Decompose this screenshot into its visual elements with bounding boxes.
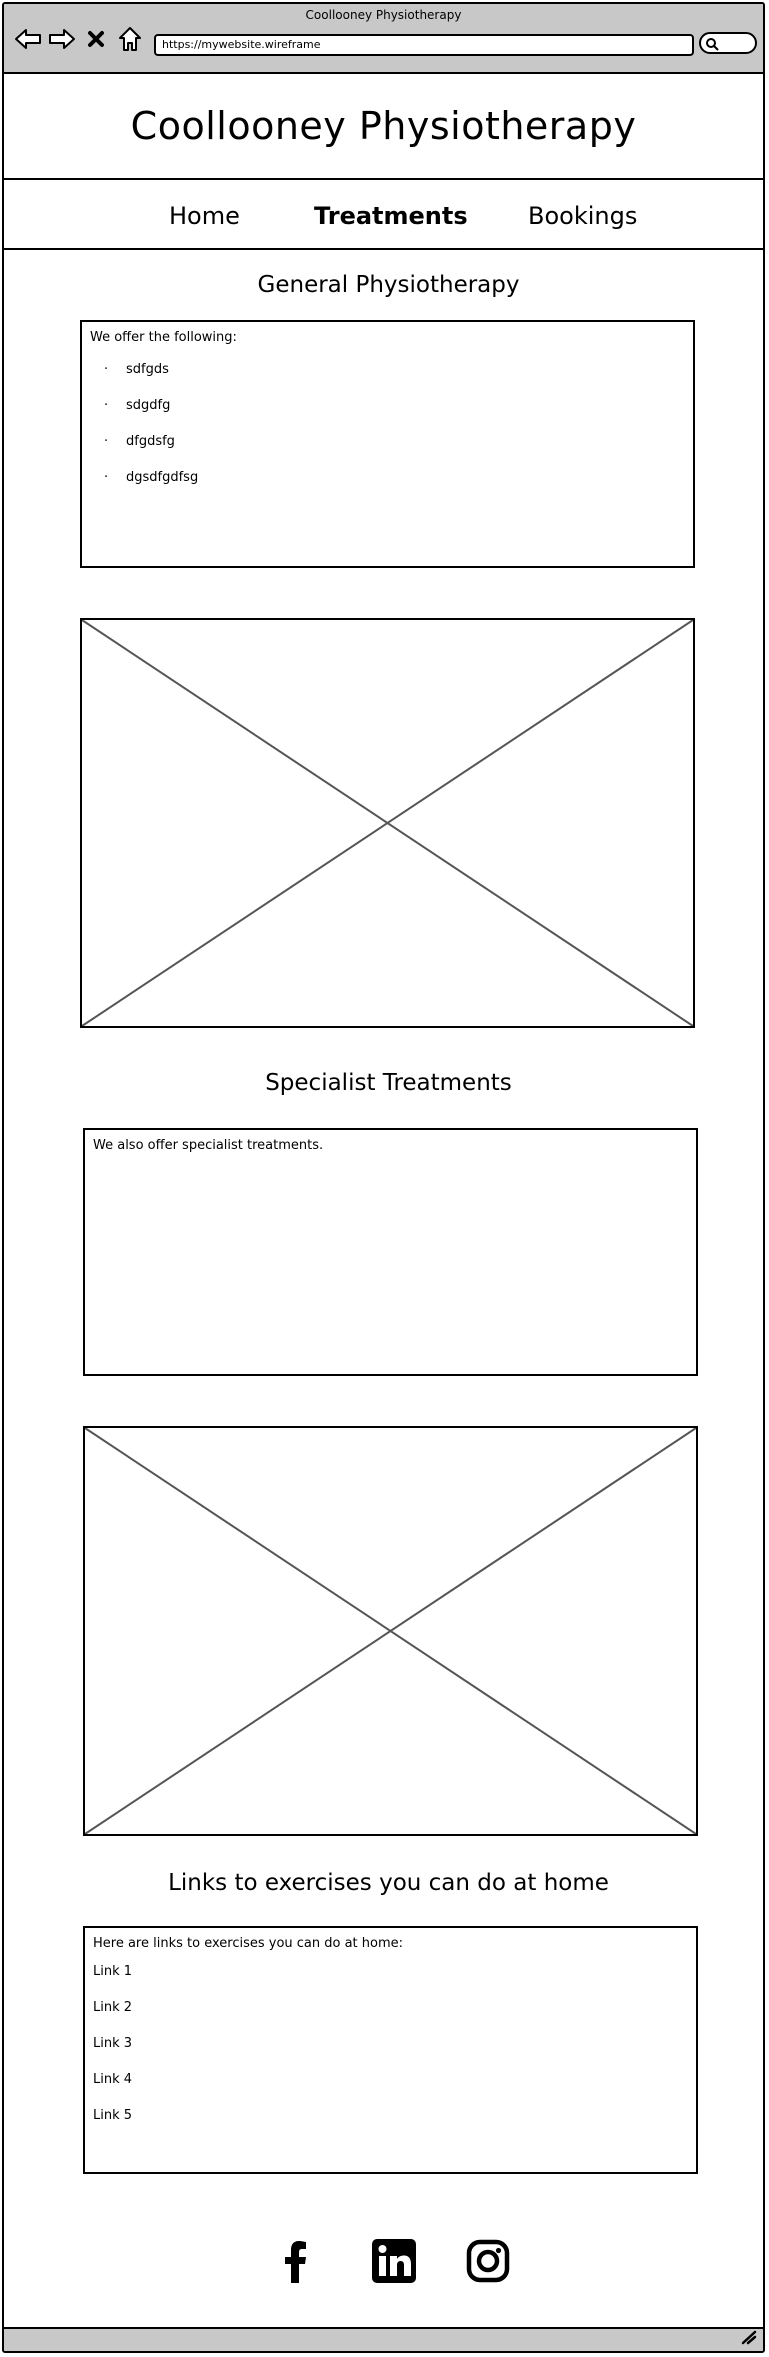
instagram-icon[interactable] xyxy=(464,2237,512,2285)
specialist-intro: We also offer specialist treatments. xyxy=(93,1138,324,1153)
home-icon[interactable] xyxy=(116,25,144,53)
exercises-text-box: Here are links to exercises you can do a… xyxy=(83,1926,698,2174)
exercise-link-3[interactable]: Link 3 xyxy=(93,2036,133,2051)
list-item: sdgdfg xyxy=(104,393,685,429)
general-heading: General Physiotherapy xyxy=(257,272,520,298)
general-text-box: We offer the following: sdfgds sdgdfg df… xyxy=(80,320,695,568)
exercise-link-1[interactable]: Link 1 xyxy=(93,1964,133,1979)
browser-status-bar xyxy=(4,2327,763,2351)
specialist-heading: Specialist Treatments xyxy=(265,1070,512,1096)
search-icon xyxy=(706,38,719,51)
close-icon[interactable] xyxy=(82,25,110,53)
nav-item-home[interactable]: Home xyxy=(169,202,240,230)
url-input[interactable]: https://mywebsite.wireframe xyxy=(154,34,694,56)
specialist-text-box: We also offer specialist treatments. xyxy=(83,1128,698,1376)
exercise-link-2[interactable]: Link 2 xyxy=(93,2000,133,2015)
main-nav: Home Treatments Bookings xyxy=(4,202,763,236)
nav-divider xyxy=(4,248,763,250)
browser-nav-buttons xyxy=(14,24,144,54)
general-intro: We offer the following: xyxy=(90,330,237,345)
nav-item-treatments[interactable]: Treatments xyxy=(314,202,468,230)
site-title: Coollooney Physiotherapy xyxy=(130,104,637,148)
exercises-heading: Links to exercises you can do at home xyxy=(168,1870,609,1896)
exercise-link-4[interactable]: Link 4 xyxy=(93,2072,133,2087)
facebook-icon[interactable] xyxy=(272,2237,320,2285)
list-item: dgsdfgdfsg xyxy=(104,465,685,501)
social-links xyxy=(4,2237,763,2287)
list-item: dfgdsfg xyxy=(104,429,685,465)
image-placeholder xyxy=(83,1426,698,1836)
header-divider xyxy=(4,178,763,180)
exercise-link-5[interactable]: Link 5 xyxy=(93,2108,133,2123)
resize-grip-icon[interactable] xyxy=(739,2329,757,2349)
back-icon[interactable] xyxy=(14,25,42,53)
browser-toolbar: Coollooney Physiotherapy https://mywebsi… xyxy=(4,4,763,74)
browser-search-button[interactable] xyxy=(699,32,757,54)
image-placeholder xyxy=(80,618,695,1028)
general-list: sdfgds sdgdfg dfgdsfg dgsdfgdfsg xyxy=(90,357,685,501)
forward-icon[interactable] xyxy=(48,25,76,53)
exercises-intro: Here are links to exercises you can do a… xyxy=(93,1936,404,1951)
list-item: sdfgds xyxy=(104,357,685,393)
nav-item-bookings[interactable]: Bookings xyxy=(528,202,638,230)
linkedin-icon[interactable] xyxy=(370,2237,418,2285)
window-title: Coollooney Physiotherapy xyxy=(305,8,462,22)
